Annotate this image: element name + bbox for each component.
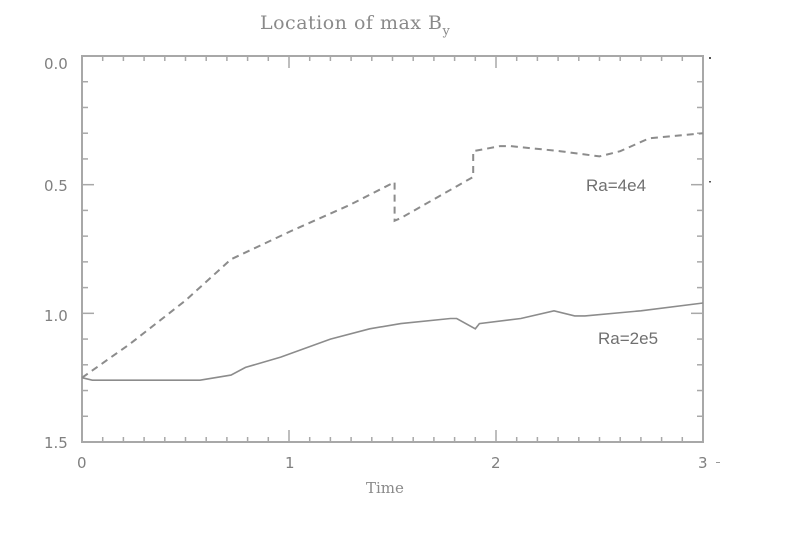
x-tick-label: 1 [285, 454, 295, 472]
y-tick-label: 0.0 [44, 55, 68, 73]
annotation-ra-2e5: Ra=2e5 [598, 329, 658, 348]
y-tick-label: 0.5 [44, 177, 68, 195]
chart-title: Location of max By [260, 12, 451, 39]
edge-mark [709, 57, 711, 59]
x-tick-label: 2 [491, 454, 501, 472]
y-tick-label: 1.5 [44, 434, 68, 452]
x-tick-label: 0 [77, 454, 87, 472]
x-axis-label: Time [366, 479, 404, 497]
edge-mark [709, 181, 711, 183]
annotation-ra-4e4: Ra=4e4 [586, 176, 646, 195]
axis-ticks [81, 55, 704, 443]
edge-mark [716, 462, 720, 463]
x-tick-label: 3 [698, 454, 708, 472]
series-line-ra-4e4 [81, 132, 704, 379]
y-tick-label: 1.0 [44, 307, 68, 325]
plot-frame [81, 55, 704, 443]
series-line-ra-2e5 [81, 302, 704, 382]
